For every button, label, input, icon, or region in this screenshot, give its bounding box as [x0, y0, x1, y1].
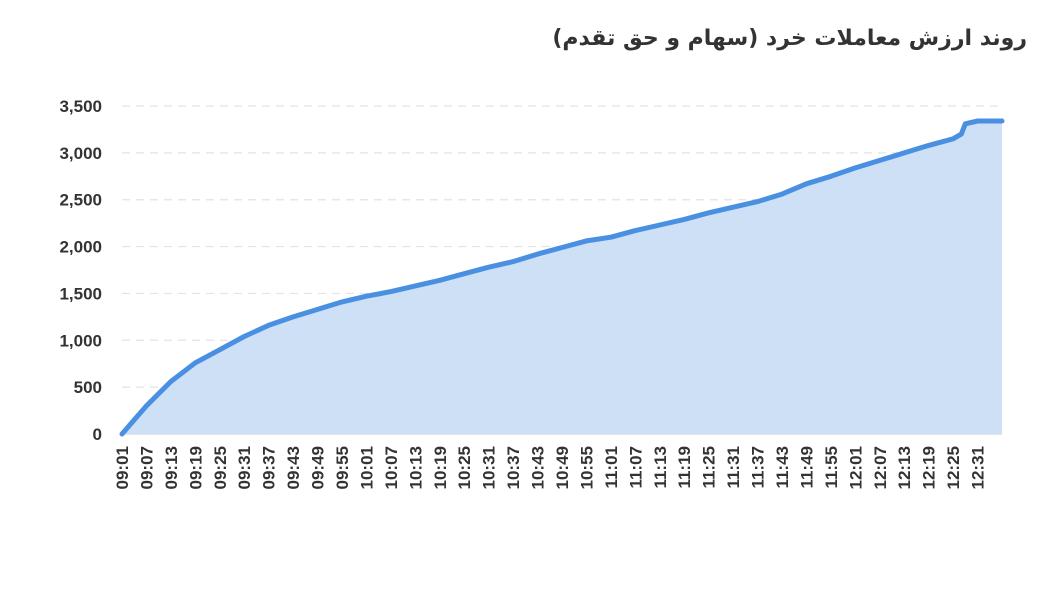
x-tick-label: 10:37	[504, 446, 523, 489]
x-tick-label: 12:19	[920, 446, 939, 489]
x-tick-label: 09:07	[137, 446, 156, 489]
x-tick-label: 12:13	[895, 446, 914, 489]
y-tick-label: 3,000	[59, 144, 102, 163]
x-tick-label: 09:13	[162, 446, 181, 489]
x-tick-label: 09:55	[333, 446, 352, 489]
x-tick-label: 10:07	[382, 446, 401, 489]
x-tick-label: 11:13	[651, 446, 670, 489]
x-tick-label: 10:01	[357, 446, 376, 489]
y-tick-label: 1,500	[59, 284, 102, 303]
x-tick-label: 11:37	[749, 446, 768, 489]
x-tick-label: 09:49	[309, 446, 328, 489]
x-tick-label: 12:07	[871, 446, 890, 489]
x-tick-label: 11:31	[724, 446, 743, 489]
x-tick-label: 12:31	[969, 446, 988, 489]
x-tick-label: 09:37	[260, 446, 279, 489]
x-tick-label: 10:13	[406, 446, 425, 489]
x-tick-label: 11:49	[797, 446, 816, 489]
y-tick-label: 500	[74, 378, 102, 397]
x-tick-label: 10:55	[577, 446, 596, 489]
y-tick-label: 0	[93, 425, 102, 444]
x-tick-label: 10:25	[455, 446, 474, 489]
x-tick-label: 09:01	[113, 446, 132, 489]
y-tick-label: 1,000	[59, 331, 102, 350]
x-tick-label: 10:31	[480, 446, 499, 489]
x-tick-label: 10:49	[553, 446, 572, 489]
x-tick-label: 11:19	[675, 446, 694, 489]
series-line	[119, 118, 1005, 437]
y-tick-label: 2,500	[59, 191, 102, 210]
x-tick-label: 09:25	[211, 446, 230, 489]
x-tick-label: 12:01	[846, 446, 865, 489]
x-tick-label: 10:19	[431, 446, 450, 489]
x-tick-label: 09:19	[186, 446, 205, 489]
y-tick-label: 2,000	[59, 238, 102, 257]
x-tick-label: 10:43	[529, 446, 548, 489]
x-tick-label: 09:43	[284, 446, 303, 489]
chart-title: روند ارزش معاملات خرد (سهام و حق تقدم)	[552, 26, 1027, 51]
series-area	[122, 121, 1002, 434]
x-tick-label: 11:55	[822, 446, 841, 489]
x-tick-label: 09:31	[235, 446, 254, 489]
x-tick-label: 11:07	[626, 446, 645, 489]
x-tick-label: 12:25	[944, 446, 963, 489]
x-tick-label: 11:25	[700, 446, 719, 489]
y-tick-label: 3,500	[59, 97, 102, 116]
x-tick-label: 11:43	[773, 446, 792, 489]
x-tick-label: 11:01	[602, 446, 621, 489]
